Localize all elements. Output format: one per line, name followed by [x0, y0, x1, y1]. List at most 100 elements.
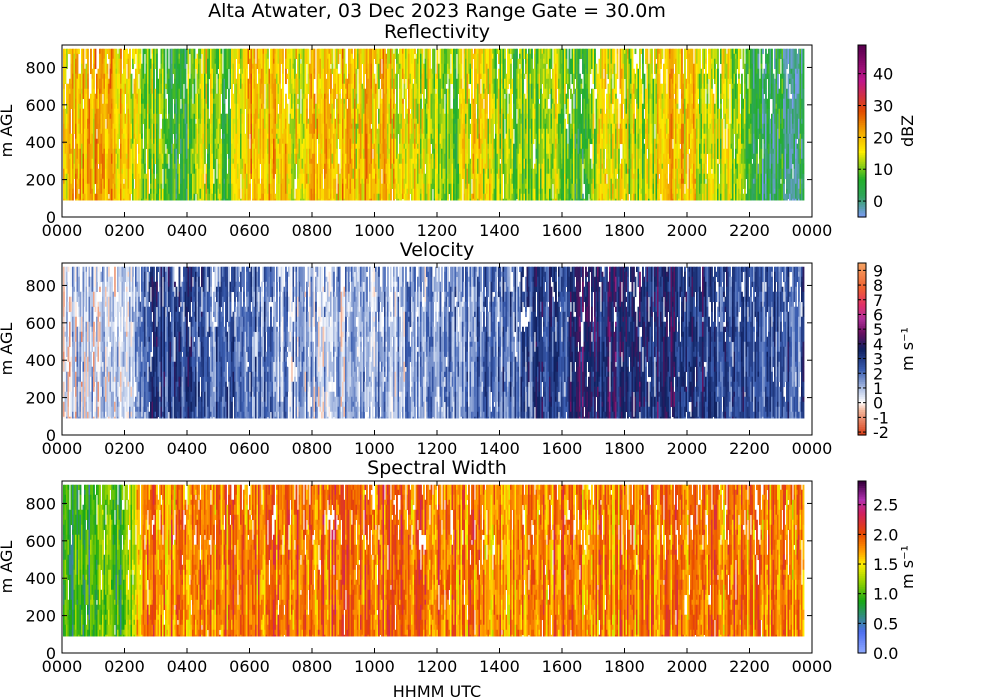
reflectivity-cell [718, 183, 721, 201]
reflectivity-cell [649, 153, 652, 170]
reflectivity-cell [567, 193, 569, 200]
reflectivity-cell [403, 148, 406, 165]
reflectivity-cell [681, 98, 683, 125]
reflectivity-cell [654, 188, 656, 201]
reflectivity-cell [390, 78, 392, 100]
reflectivity-cell [421, 48, 424, 55]
reflectivity-cell [559, 178, 562, 190]
reflectivity-cell [370, 198, 373, 201]
reflectivity-cell [460, 128, 463, 155]
reflectivity-cell [171, 153, 173, 160]
reflectivity-cell [582, 88, 584, 115]
reflectivity-cell [435, 103, 437, 120]
reflectivity-cell [789, 108, 791, 135]
reflectivity-cell [399, 168, 401, 195]
reflectivity-cell [796, 73, 799, 95]
reflectivity-cell [499, 113, 502, 130]
reflectivity-cell [282, 143, 284, 155]
reflectivity-cell [720, 173, 722, 195]
reflectivity-cell [192, 173, 194, 200]
reflectivity-cell [709, 183, 712, 200]
reflectivity-cell [549, 113, 551, 140]
reflectivity-cell [474, 168, 476, 185]
reflectivity-cell [313, 68, 316, 75]
reflectivity-cell [220, 153, 223, 180]
reflectivity-cell [390, 148, 392, 170]
reflectivity-cell [708, 103, 710, 130]
reflectivity-cell [711, 193, 713, 201]
reflectivity-cell [130, 73, 133, 100]
reflectivity-cell [481, 158, 484, 175]
reflectivity-cell [91, 73, 94, 80]
reflectivity-cell [274, 78, 277, 100]
reflectivity-cell [156, 128, 158, 145]
reflectivity-cell [255, 123, 257, 150]
reflectivity-cell [207, 123, 209, 130]
reflectivity-cell [342, 93, 344, 110]
reflectivity-cell [436, 78, 439, 105]
reflectivity-x-tick-label: 1600 [542, 221, 583, 240]
reflectivity-cell [265, 163, 268, 180]
reflectivity-cell [546, 48, 548, 65]
reflectivity-cell [328, 168, 331, 190]
reflectivity-cell [190, 193, 193, 200]
reflectivity-cell [258, 58, 260, 75]
reflectivity-cell [321, 98, 323, 115]
reflectivity-cell [148, 138, 151, 150]
reflectivity-cell [364, 88, 367, 110]
reflectivity-cell [717, 193, 719, 201]
reflectivity-cell [699, 113, 701, 140]
reflectivity-cell [142, 168, 145, 180]
reflectivity-cell [432, 93, 434, 105]
reflectivity-cell [198, 93, 200, 120]
reflectivity-cell [507, 73, 509, 90]
reflectivity-cell [295, 108, 298, 120]
reflectivity-cell [514, 48, 517, 65]
reflectivity-cell [586, 73, 589, 90]
reflectivity-cell [726, 148, 728, 160]
reflectivity-cell [346, 78, 349, 85]
reflectivity-cell [783, 93, 785, 100]
reflectivity-cell [408, 123, 410, 145]
reflectivity-cell [739, 113, 742, 135]
reflectivity-cell [82, 198, 85, 201]
reflectivity-cell [591, 168, 593, 185]
reflectivity-cell [580, 83, 583, 90]
reflectivity-cell [96, 138, 98, 145]
reflectivity-cell [241, 88, 244, 115]
reflectivity-cell [522, 48, 524, 60]
reflectivity-cell [436, 103, 439, 110]
reflectivity-cell [550, 78, 553, 90]
reflectivity-cell [580, 113, 583, 135]
reflectivity-cell [423, 68, 425, 90]
reflectivity-cell [208, 48, 211, 75]
reflectivity-cell [660, 153, 662, 170]
reflectivity-cell [327, 58, 329, 75]
reflectivity-cell [76, 53, 79, 80]
reflectivity-cell [219, 48, 221, 60]
reflectivity-cell [547, 48, 550, 75]
reflectivity-colorbar-segment [858, 122, 866, 126]
reflectivity-cell [379, 153, 382, 160]
reflectivity-cell [753, 88, 755, 95]
reflectivity-cell [405, 123, 407, 145]
reflectivity-cell [472, 193, 475, 200]
reflectivity-cell [330, 198, 332, 201]
reflectivity-cell [783, 48, 785, 60]
reflectivity-cell [187, 103, 190, 130]
reflectivity-cell [433, 168, 436, 185]
reflectivity-cell [798, 88, 800, 95]
reflectivity-cell [327, 73, 329, 80]
reflectivity-cell [543, 108, 545, 130]
reflectivity-cell [261, 128, 263, 155]
reflectivity-cell [348, 138, 350, 160]
reflectivity-cell [598, 118, 601, 125]
reflectivity-cell [787, 108, 790, 135]
reflectivity-cell [610, 178, 613, 200]
reflectivity-cell [523, 93, 526, 105]
reflectivity-cell [552, 143, 554, 165]
reflectivity-cell [75, 168, 77, 175]
reflectivity-cell [690, 48, 692, 75]
reflectivity-cell [138, 88, 140, 115]
reflectivity-cell [193, 68, 196, 80]
